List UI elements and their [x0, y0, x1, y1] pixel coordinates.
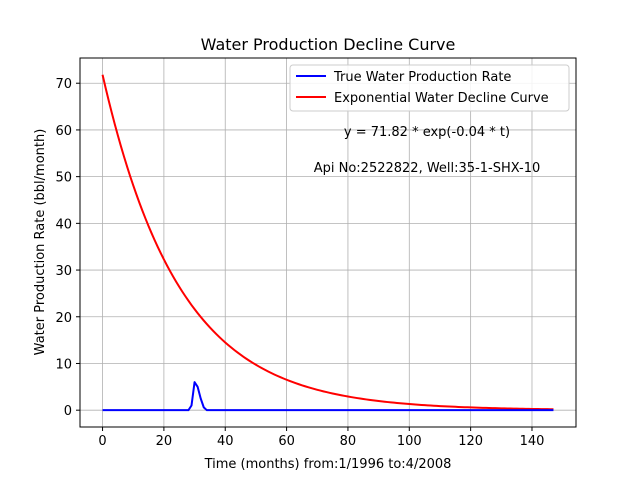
series-line-true-rate — [102, 381, 554, 412]
series-layer — [101, 74, 554, 412]
x-tick-label: 140 — [520, 434, 545, 449]
plot-frame — [79, 57, 577, 428]
y-tick-label: 0 — [64, 404, 72, 419]
x-tick-label: 20 — [156, 434, 173, 449]
y-axis: 0 10 20 30 40 50 60 70 — [55, 77, 80, 419]
equation-annotation: y = 71.82 * exp(-0.04 * t) — [344, 125, 510, 140]
x-tick-label: 120 — [458, 434, 483, 449]
x-axis: 0 20 40 60 80 100 120 140 — [98, 427, 544, 449]
y-tick-label: 30 — [55, 264, 72, 279]
y-tick-label: 50 — [55, 171, 72, 186]
legend-label-decline-curve: Exponential Water Decline Curve — [334, 91, 549, 106]
y-tick-label: 40 — [55, 217, 72, 232]
y-tick-label: 20 — [55, 311, 72, 326]
series-line-decline-curve — [101, 74, 554, 411]
y-tick-label: 60 — [55, 124, 72, 139]
y-axis-label: Water Production Rate (bbl/month) — [33, 129, 48, 356]
y-tick-label: 70 — [55, 77, 72, 92]
legend-label-true-rate: True Water Production Rate — [333, 70, 511, 85]
legend: True Water Production Rate Exponential W… — [289, 64, 570, 112]
x-tick-label: 60 — [278, 434, 295, 449]
x-axis-label: Time (months) from:1/1996 to:4/2008 — [204, 457, 452, 472]
legend-box — [289, 64, 570, 112]
x-tick-label: 0 — [98, 434, 106, 449]
x-tick-label: 40 — [217, 434, 234, 449]
well-annotation: Api No:2522822, Well:35-1-SHX-10 — [314, 161, 541, 176]
x-tick-label: 100 — [397, 434, 422, 449]
y-tick-label: 10 — [55, 357, 72, 372]
x-tick-label: 80 — [340, 434, 357, 449]
chart-title: Water Production Decline Curve — [201, 35, 456, 54]
